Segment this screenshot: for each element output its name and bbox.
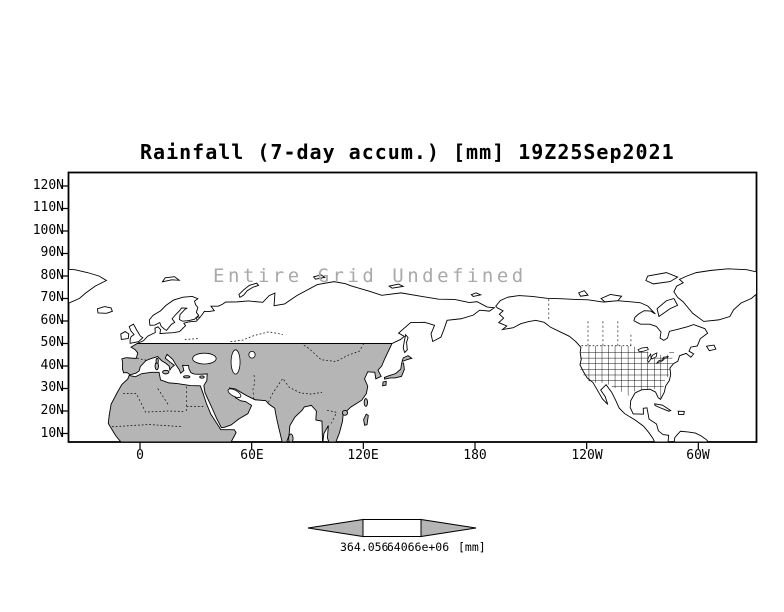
great-lakes	[638, 347, 668, 363]
colorbar	[308, 520, 476, 537]
plot-title: Rainfall (7-day accum.) [mm] 19Z25Sep202…	[140, 140, 675, 164]
plot-frame	[67, 171, 758, 443]
undefined-grid-message: Entire Grid Undefined	[213, 265, 527, 287]
lat-label-30n: 30N	[40, 380, 64, 395]
lat-label-100n: 100N	[32, 223, 64, 238]
lon-label-60w: 60W	[686, 448, 710, 463]
y-axis-ticks	[61, 186, 69, 434]
lat-label-110n: 110N	[32, 200, 64, 215]
colorbar-left-arrow	[308, 520, 363, 537]
lat-label-120n: 120N	[32, 178, 64, 193]
colorbar-unit-label: [mm]	[458, 540, 486, 554]
lon-label-120e: 120E	[347, 448, 379, 463]
lat-label-20n: 20N	[40, 403, 64, 418]
lon-label-60e: 60E	[240, 448, 264, 463]
colorbar-min-label: 364.056	[340, 540, 389, 554]
colorbar-segment	[362, 519, 422, 537]
x-axis-ticks	[140, 442, 698, 449]
colorbar-max-label: 3.64066e+06	[373, 540, 450, 554]
lon-label-0: 0	[136, 448, 144, 463]
lat-label-10n: 10N	[40, 426, 64, 441]
lat-label-60n: 60N	[40, 313, 64, 328]
us-state-lines	[579, 345, 675, 400]
coastline-land	[69, 267, 756, 442]
colorbar-right-arrow	[421, 520, 476, 537]
inland-seas	[193, 317, 345, 399]
lon-label-120w: 120W	[571, 448, 603, 463]
lat-label-70n: 70N	[40, 290, 64, 305]
lat-label-40n: 40N	[40, 358, 64, 373]
world-map	[69, 267, 756, 442]
lat-label-80n: 80N	[40, 268, 64, 283]
lat-label-90n: 90N	[40, 245, 64, 260]
lon-label-180: 180	[463, 448, 487, 463]
country-borders	[111, 298, 632, 428]
lat-label-50n: 50N	[40, 335, 64, 350]
land-mask-gray	[108, 344, 412, 442]
